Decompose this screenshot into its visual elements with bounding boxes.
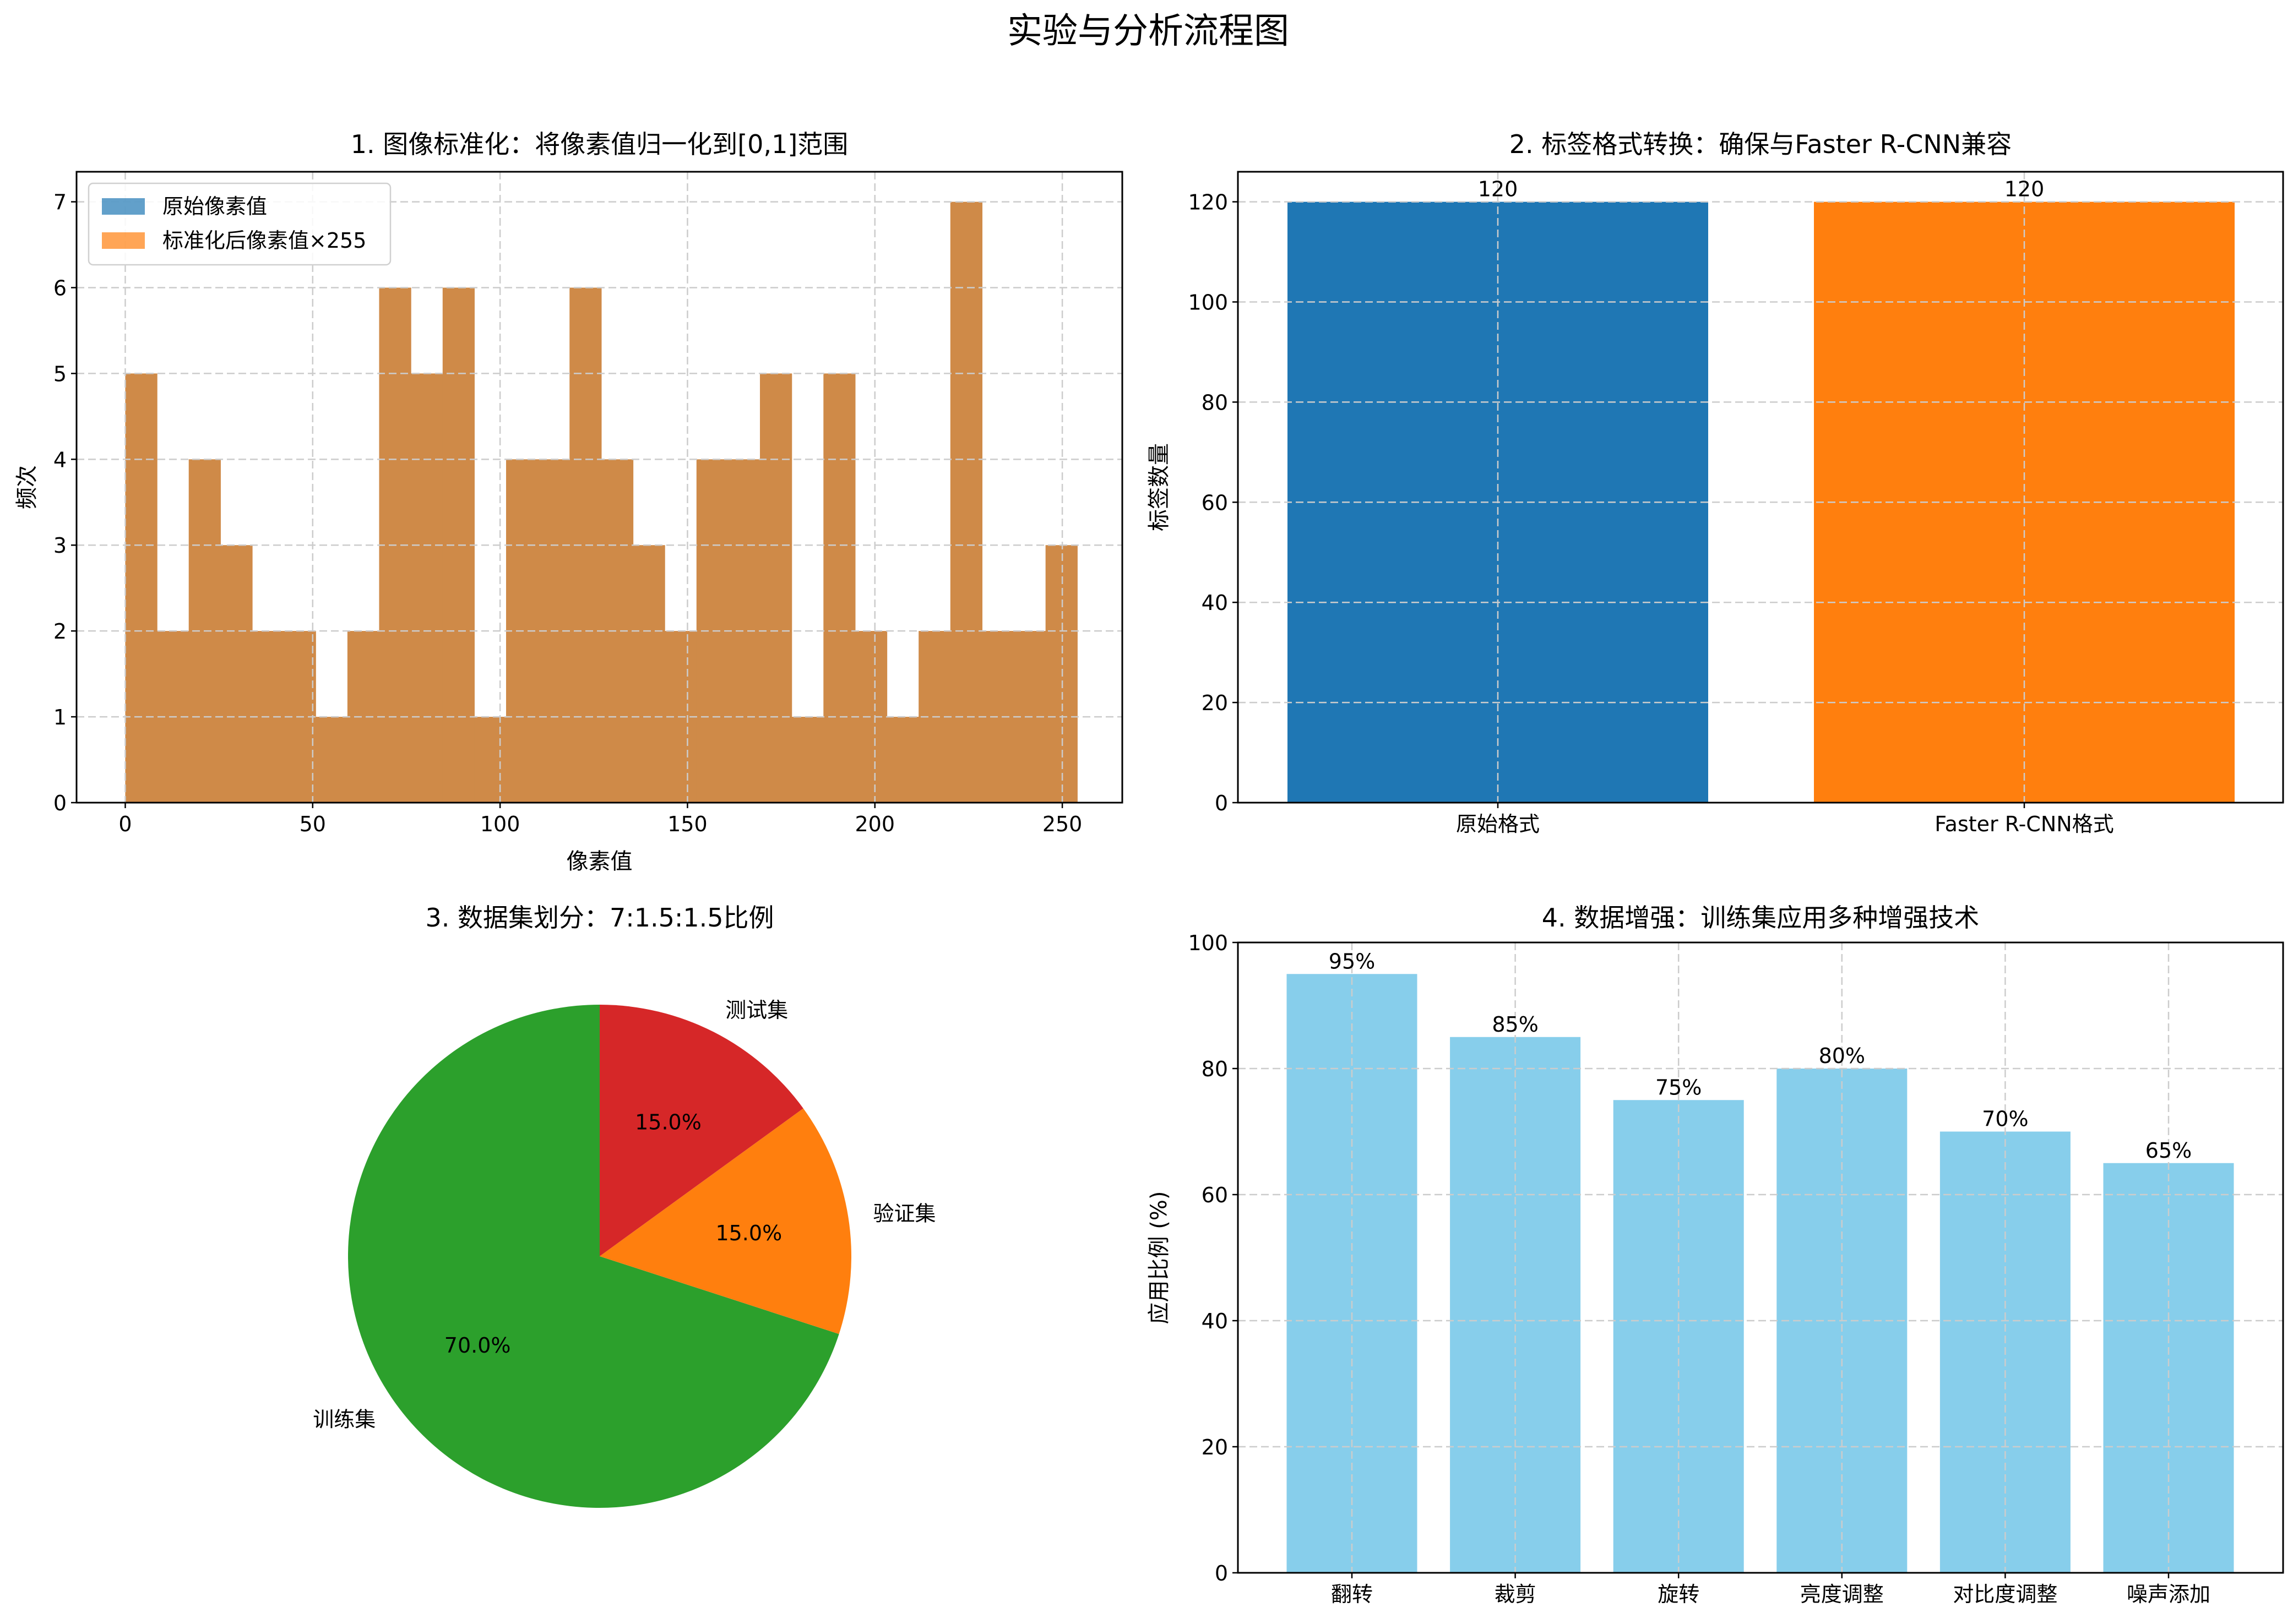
axes-frame — [75, 171, 1123, 804]
histogram-bar — [1045, 545, 1078, 803]
bar-value-label: 75% — [1655, 1075, 1702, 1099]
x-tick-label: 50 — [300, 812, 326, 836]
y-tick-label: 100 — [1188, 931, 1228, 955]
y-tick-label: 4 — [53, 448, 67, 472]
pie-percent-label: 15.0% — [715, 1221, 782, 1245]
chart-title: 4. 数据增强：训练集应用多种增强技术 — [1542, 903, 1980, 933]
y-tick-label: 40 — [1202, 1309, 1228, 1333]
figure-title: 实验与分析流程图 — [1007, 11, 1289, 52]
histogram-bar — [950, 201, 983, 803]
histogram-bar — [855, 631, 888, 803]
pie-percent-label: 70.0% — [444, 1333, 511, 1358]
panel-dataset-split: 70.0% 训练集 15.0% 验证集 15.0% 测试集 3. 数据集划分：7:1.5:1… — [313, 903, 936, 1508]
histogram-bar — [316, 717, 348, 803]
bar-value-label: 70% — [1982, 1107, 2028, 1131]
y-tick-label: 6 — [53, 276, 67, 300]
x-tick-label: 亮度调整 — [1800, 1582, 1884, 1606]
axes-frame — [1237, 941, 2284, 1574]
y-tick-label: 0 — [53, 791, 67, 815]
histogram-bar — [474, 717, 507, 803]
bar-value-label: 95% — [1329, 949, 1375, 973]
histogram-bar — [728, 459, 760, 803]
y-tick-label: 7 — [53, 190, 67, 215]
pie-slice — [600, 1108, 851, 1334]
legend-label: 标准化后像素值×255 — [162, 228, 366, 253]
y-tick-label: 5 — [53, 362, 67, 386]
x-tick-label: 噪声添加 — [2127, 1582, 2210, 1606]
histogram-bar — [760, 373, 792, 803]
y-axis-label: 频次 — [14, 465, 40, 509]
chart-title: 2. 标签格式转换：确保与Faster R-CNN兼容 — [1509, 129, 2012, 159]
histogram-bar — [887, 717, 919, 803]
pie-slice — [347, 1005, 839, 1508]
y-tick-label: 60 — [1202, 491, 1228, 515]
legend-label: 原始像素值 — [162, 194, 267, 219]
histogram-bar — [633, 545, 665, 803]
legend-frame — [88, 182, 392, 266]
bar-value-label: 65% — [2145, 1138, 2192, 1163]
bar-value-label: 120 — [2004, 177, 2045, 201]
x-tick-label: 200 — [855, 812, 895, 836]
y-tick-label: 3 — [53, 533, 67, 558]
axes-frame — [1237, 171, 2284, 804]
x-tick-label: 对比度调整 — [1953, 1582, 2057, 1606]
chart-title: 3. 数据集划分：7:1.5:1.5比例 — [425, 903, 774, 933]
y-tick-label: 20 — [1202, 691, 1228, 715]
histogram-bar — [220, 545, 253, 803]
y-tick-label: 0 — [1215, 791, 1228, 815]
bar-value-label: 120 — [1478, 177, 1518, 201]
x-axis-label: 像素值 — [567, 849, 633, 874]
y-tick-label: 1 — [53, 705, 67, 729]
bar-value-label: 85% — [1492, 1012, 1538, 1037]
panel-histogram: 0 1 2 3 4 5 6 7 0 50 100 150 200 250 1. 图像标准化：将像素值归一化到… — [14, 129, 1123, 874]
pie-label: 训练集 — [313, 1407, 376, 1431]
y-tick-label: 80 — [1202, 390, 1228, 415]
x-tick-label: 150 — [667, 812, 708, 836]
y-tick-label: 20 — [1202, 1435, 1228, 1459]
y-tick-label: 100 — [1188, 290, 1228, 314]
histogram-bar — [791, 717, 824, 803]
y-axis-label: 应用比例 (%) — [1146, 1191, 1172, 1325]
legend-swatch — [102, 232, 145, 249]
x-tick-label: 翻转 — [1331, 1582, 1373, 1606]
y-tick-label: 80 — [1202, 1057, 1228, 1081]
panel-augmentation: 0 20 40 60 80 100 翻转 裁剪 旋转 亮度调整 对比度调整 噪声添加 95% 85% 75%… — [1146, 903, 2284, 1606]
y-tick-label: 120 — [1188, 190, 1228, 215]
x-tick-label: 0 — [118, 812, 132, 836]
chart-title: 1. 图像标准化：将像素值归一化到[0,1]范围 — [351, 129, 849, 159]
histogram-bar — [823, 373, 856, 803]
x-tick-label: Faster R-CNN格式 — [1935, 812, 2113, 836]
pie-slice — [600, 1005, 803, 1256]
x-tick-label: 裁剪 — [1495, 1582, 1536, 1606]
pie-label: 验证集 — [873, 1201, 936, 1225]
panel-label-conversion: 0 20 40 60 80 100 120 原始格式 Faster R-CNN格式 120 120 2… — [1146, 129, 2284, 836]
pie-label: 测试集 — [725, 998, 788, 1022]
pie-percent-label: 15.0% — [635, 1110, 702, 1135]
x-tick-label: 250 — [1042, 812, 1083, 836]
bar-value-label: 80% — [1819, 1044, 1865, 1068]
histogram-bar — [125, 373, 157, 803]
x-tick-label: 100 — [480, 812, 520, 836]
y-tick-label: 60 — [1202, 1183, 1228, 1207]
x-tick-label: 原始格式 — [1456, 812, 1540, 836]
y-axis-label: 标签数量 — [1146, 443, 1172, 531]
y-tick-label: 40 — [1202, 591, 1228, 615]
legend-swatch — [102, 198, 145, 215]
y-tick-label: 0 — [1215, 1561, 1228, 1585]
histogram-bar — [347, 631, 380, 803]
y-tick-label: 2 — [53, 619, 67, 644]
histogram-bar — [601, 459, 634, 803]
histogram-bar — [411, 373, 443, 803]
x-tick-label: 旋转 — [1658, 1582, 1699, 1606]
